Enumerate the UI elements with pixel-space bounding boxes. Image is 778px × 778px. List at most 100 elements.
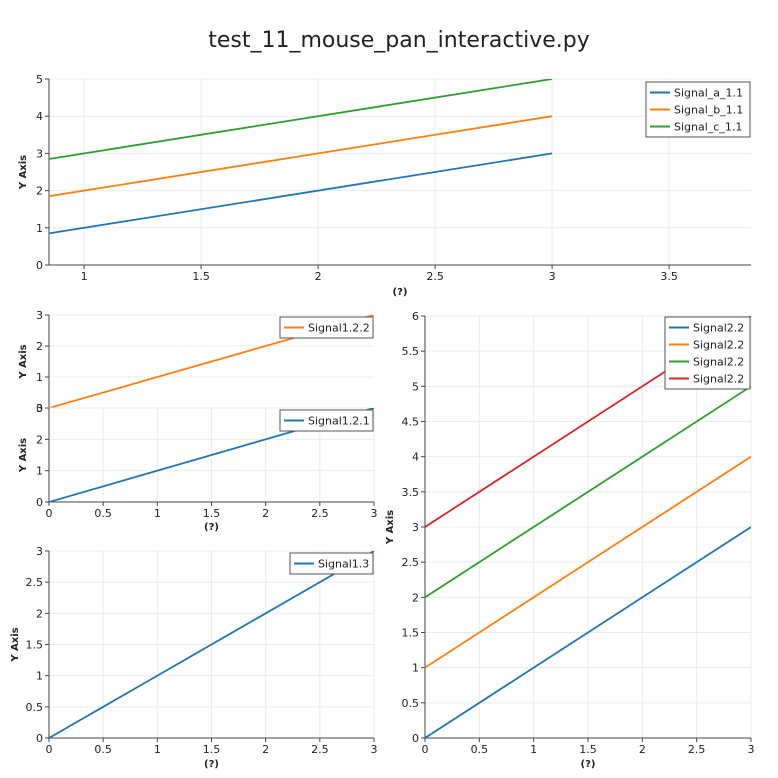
y-tick-label: 1.5 <box>26 639 44 652</box>
y-tick-label: 3 <box>36 147 43 160</box>
series-line-3 <box>49 79 553 160</box>
legend: Signal1.3 <box>289 552 374 575</box>
x-tick-label: 0.5 <box>94 743 112 756</box>
y-tick-label: 0 <box>36 496 43 509</box>
x-tick-label: 3 <box>549 270 556 283</box>
y-tick-label: 5 <box>412 380 419 393</box>
x-tick-label: 0 <box>46 507 53 520</box>
x-tick-label: 1 <box>154 743 161 756</box>
x-tick-label: 3 <box>371 743 378 756</box>
y-tick-label: 2 <box>412 591 419 604</box>
legend-label: Signal2.2 <box>693 356 744 369</box>
x-tick-label: 3.5 <box>660 270 678 283</box>
y-tick-label: 0.5 <box>26 701 44 714</box>
x-tick-label: 0 <box>46 743 53 756</box>
y-tick-label: 2.5 <box>26 576 44 589</box>
series-line-2 <box>425 455 751 669</box>
x-tick-label: 1 <box>530 743 537 756</box>
x-tick-label: 0.5 <box>94 507 112 520</box>
legend-label: Signal2.2 <box>693 339 744 352</box>
series-group <box>49 79 553 235</box>
y-tick-label: 0 <box>412 732 419 745</box>
y-tick-label: 1.5 <box>402 627 420 640</box>
y-tick-label: 2 <box>36 340 43 353</box>
legend-box <box>279 316 374 339</box>
x-tick-label: 2 <box>639 743 646 756</box>
legend-label: Signal_b_1.1 <box>674 104 743 117</box>
panel-p22: 0 0.5 1 1.5 2 2.5 3 0 0.5 1 1.5 2 2.5 3 3.5 4 4.5 5 5.5 6 (?… <box>385 310 755 770</box>
y-tick-label: 1 <box>36 465 43 478</box>
legend-box <box>664 316 751 390</box>
y-axis-label: Y Axis <box>18 344 29 379</box>
y-tick-label: 2 <box>36 607 43 620</box>
series-line-1 <box>49 152 553 235</box>
y-tick-label: 6 <box>412 310 419 323</box>
y-tick-label: 1 <box>412 662 419 675</box>
x-tick-label: 2.5 <box>688 743 706 756</box>
legend: Signal2.2 Signal2.2 Signal2.2 Signal2.2 <box>664 316 751 390</box>
y-tick-label: 5 <box>36 73 43 86</box>
panel-p13: 0 0.5 1 1.5 2 2.5 3 0 0.5 1 1.5 2 2.5 3 (?) Y Axis Signa… <box>10 545 378 770</box>
series-line-3 <box>425 385 751 599</box>
x-tick-label: 0 <box>422 743 429 756</box>
y-tick-label: 3 <box>36 309 43 322</box>
x-tick-label: 3 <box>748 743 755 756</box>
x-tick-label: 1 <box>154 507 161 520</box>
legend-label: Signal_c_1.1 <box>674 121 742 134</box>
legend-label: Signal_a_1.1 <box>674 87 743 100</box>
y-axis-label: Y Axis <box>385 510 396 545</box>
y-tick-label: 2 <box>36 185 43 198</box>
legend-label: Signal1.2.2 <box>308 322 370 335</box>
series-line-1 <box>49 551 374 738</box>
y-tick-label: 0 <box>36 402 43 415</box>
x-axis-label: (?) <box>393 287 408 298</box>
x-tick-label: 2 <box>262 743 269 756</box>
x-tick-label: 2.5 <box>311 743 329 756</box>
y-tick-label: 4 <box>412 451 419 464</box>
legend-label: Signal1.2.1 <box>308 415 370 428</box>
legend-label: Signal2.2 <box>693 373 744 386</box>
x-tick-label: 2 <box>315 270 322 283</box>
y-tick-label: 3 <box>36 402 43 415</box>
x-tick-label: 2 <box>262 507 269 520</box>
y-tick-label: 1 <box>36 670 43 683</box>
legend: Signal1.2.1 <box>279 409 374 432</box>
y-tick-label: 4 <box>36 110 43 123</box>
y-tick-label: 0.5 <box>402 697 420 710</box>
legend-label: Signal2.2 <box>693 322 744 335</box>
y-tick-label: 2.5 <box>402 556 420 569</box>
series-line-1 <box>425 526 751 738</box>
x-tick-label: 1.5 <box>203 743 221 756</box>
x-axis-label: (?) <box>204 522 219 533</box>
y-axis-label: Y Axis <box>18 155 29 190</box>
x-tick-label: 2.5 <box>426 270 444 283</box>
y-axis-label: Y Axis <box>10 627 21 662</box>
x-tick-label: 1.5 <box>192 270 210 283</box>
series-line-2 <box>49 115 553 198</box>
series-group <box>49 551 374 738</box>
y-tick-label: 1 <box>36 222 43 235</box>
y-tick-label: 5.5 <box>402 345 420 358</box>
y-tick-label: 0 <box>36 259 43 272</box>
y-tick-label: 3 <box>36 545 43 558</box>
legend: Signal_a_1.1 Signal_b_1.1 Signal_c_1.1 <box>645 81 751 138</box>
x-tick-label: 1 <box>81 270 88 283</box>
y-tick-label: 3 <box>412 521 419 534</box>
y-tick-label: 3.5 <box>402 486 420 499</box>
y-tick-label: 2 <box>36 433 43 446</box>
x-tick-label: 1.5 <box>579 743 597 756</box>
x-tick-label: 3 <box>371 507 378 520</box>
panel-p122: 0 1 2 3 Y Axis Signal1.2.2 <box>18 309 374 415</box>
y-tick-label: 4.5 <box>402 416 420 429</box>
y-axis-label: Y Axis <box>18 438 29 473</box>
x-axis-label: (?) <box>581 759 596 770</box>
x-axis-label: (?) <box>204 759 219 770</box>
y-tick-label: 0 <box>36 732 43 745</box>
legend: Signal1.2.2 <box>279 316 374 339</box>
legend-label: Signal1.3 <box>318 558 369 571</box>
x-tick-label: 1.5 <box>203 507 221 520</box>
